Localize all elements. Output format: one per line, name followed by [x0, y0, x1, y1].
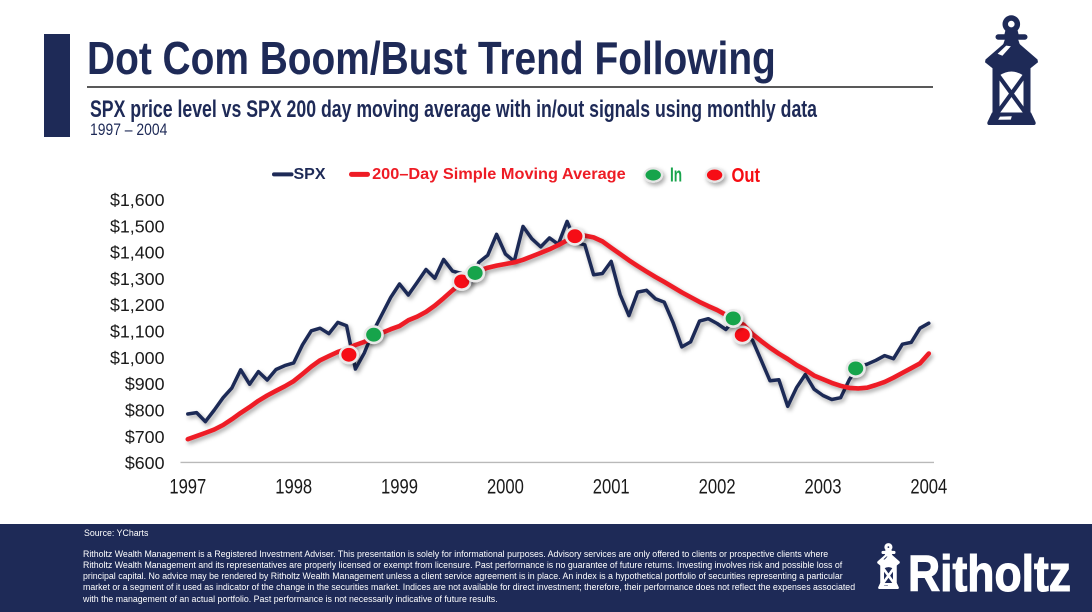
- svg-text:$700: $700: [125, 427, 165, 447]
- svg-text:$900: $900: [125, 374, 165, 394]
- svg-text:$1,000: $1,000: [110, 348, 165, 368]
- svg-text:2002: 2002: [699, 476, 736, 500]
- svg-text:1999: 1999: [381, 476, 418, 500]
- svg-text:$1,100: $1,100: [110, 321, 165, 341]
- svg-text:$1,300: $1,300: [110, 269, 165, 289]
- svg-text:2003: 2003: [805, 476, 842, 500]
- svg-text:$1,600: $1,600: [110, 190, 165, 210]
- svg-text:$800: $800: [125, 400, 165, 420]
- svg-text:$1,200: $1,200: [110, 295, 165, 315]
- svg-text:In: In: [670, 164, 682, 186]
- svg-text:1997: 1997: [169, 476, 206, 500]
- svg-text:2000: 2000: [487, 476, 524, 500]
- svg-text:$1,500: $1,500: [110, 216, 165, 236]
- svg-text:SPX: SPX: [294, 166, 326, 183]
- svg-text:$600: $600: [125, 453, 165, 473]
- svg-text:2001: 2001: [593, 476, 630, 500]
- svg-text:$1,400: $1,400: [110, 243, 165, 263]
- svg-text:200–Day Simple Moving Average: 200–Day Simple Moving Average: [372, 165, 626, 183]
- svg-text:Out: Out: [732, 164, 761, 187]
- svg-text:1998: 1998: [275, 476, 312, 500]
- svg-text:2004: 2004: [910, 476, 947, 500]
